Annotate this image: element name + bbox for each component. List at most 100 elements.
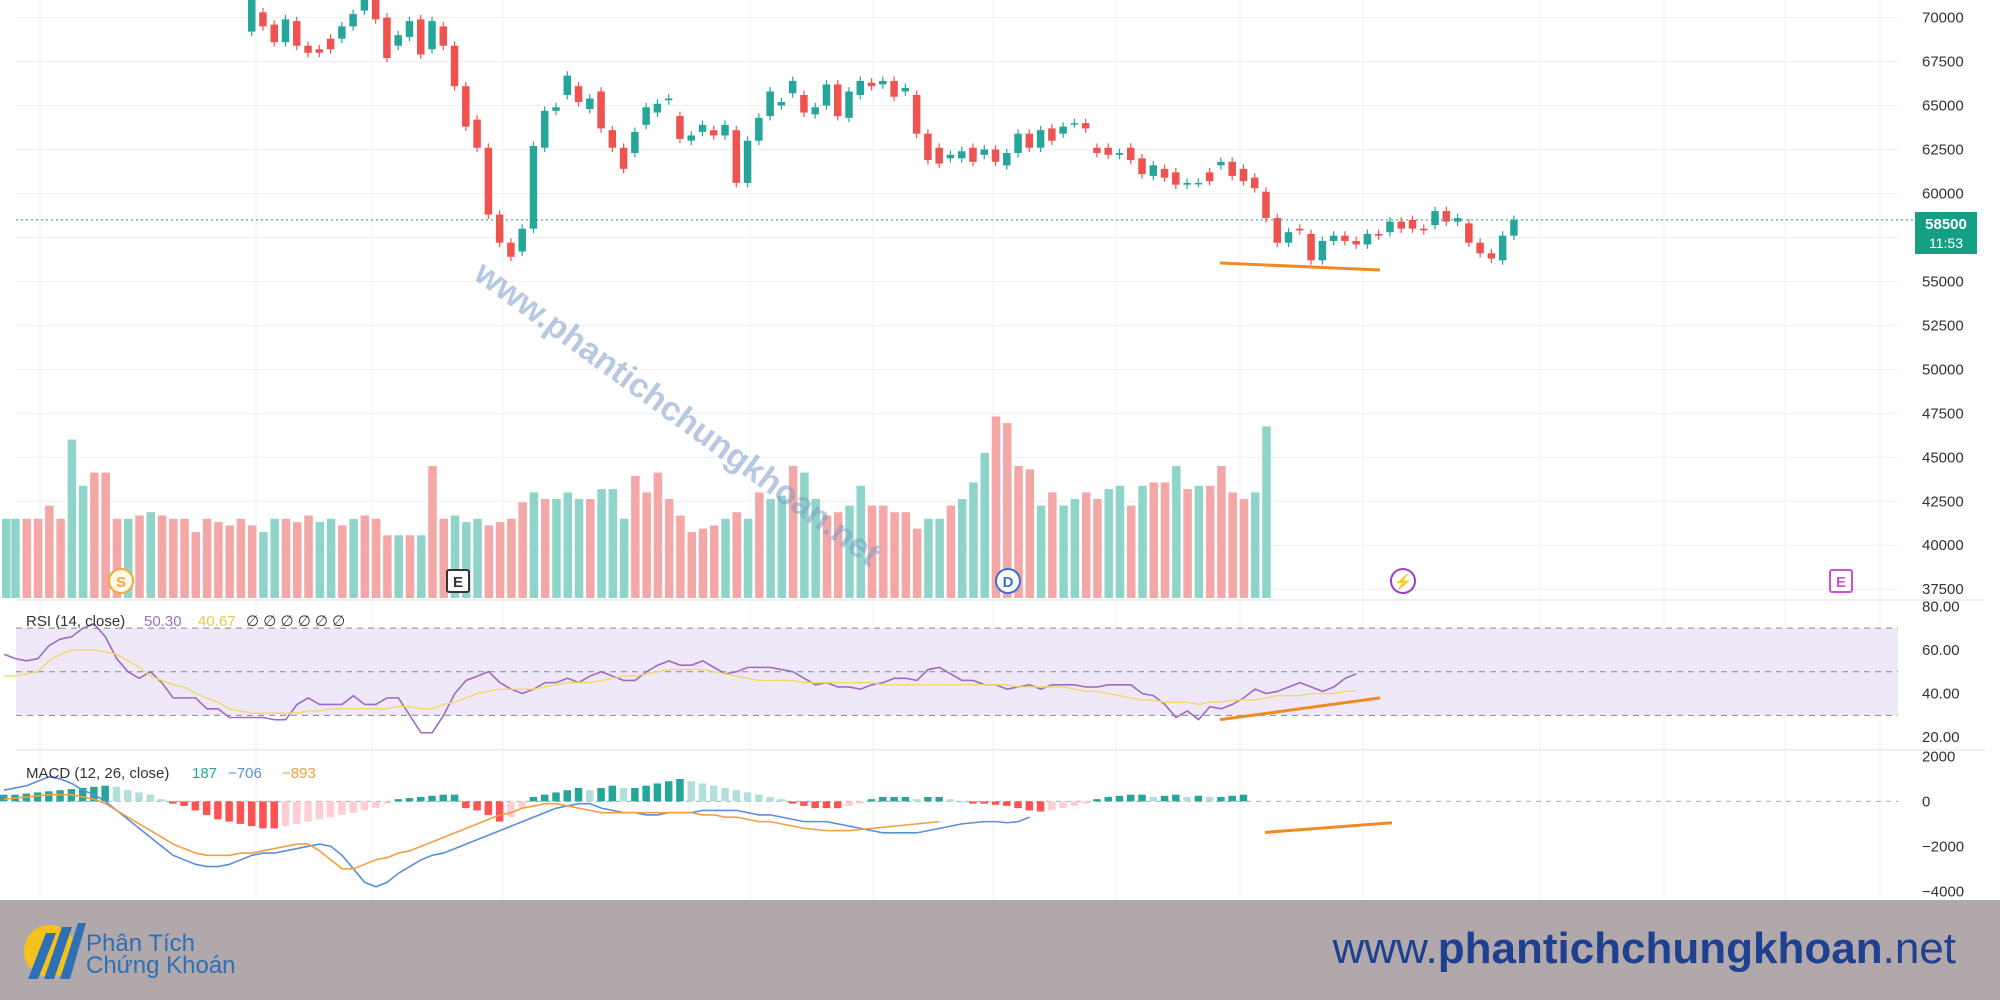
volume-bar bbox=[1081, 492, 1091, 598]
volume-bar bbox=[574, 499, 584, 598]
macd-histogram-bar bbox=[1014, 801, 1022, 809]
candle-body bbox=[1307, 233, 1315, 261]
price-tick-label: 47500 bbox=[1922, 405, 1964, 422]
volume-bar bbox=[1160, 482, 1170, 598]
macd-histogram-bar bbox=[293, 801, 301, 824]
candle-body bbox=[1510, 219, 1518, 236]
volume-bar bbox=[631, 475, 640, 598]
candle-body bbox=[833, 84, 842, 117]
candle-body bbox=[946, 154, 955, 159]
macd-legend[interactable]: MACD (12, 26, close) 187 −706 −893 bbox=[26, 765, 316, 782]
candle-body bbox=[518, 228, 526, 252]
rsi-divergence-line bbox=[1219, 696, 1381, 722]
macd-histogram-bar bbox=[788, 801, 797, 804]
macd-histogram-bar bbox=[484, 801, 493, 815]
rsi-ma-line bbox=[4, 649, 1357, 714]
candle-body bbox=[1059, 126, 1067, 134]
candle-body bbox=[1431, 211, 1439, 226]
site-url[interactable]: www.phantichchungkhoan.net bbox=[1333, 924, 1956, 974]
volume-bar bbox=[991, 416, 1001, 598]
candle-body bbox=[293, 21, 301, 46]
event-marker-label: ⚡ bbox=[1394, 573, 1413, 591]
volume-bar bbox=[473, 518, 482, 598]
macd-signal-value: −706 bbox=[228, 765, 262, 782]
rsi-legend[interactable]: RSI (14, close) 50.30 40.67 ∅ ∅ ∅ ∅ ∅ ∅ bbox=[26, 613, 345, 630]
candle-body bbox=[755, 117, 763, 141]
candle-body bbox=[416, 19, 425, 55]
stock-chart[interactable]: 7000067500650006250060000575005500052500… bbox=[0, 0, 2000, 900]
volume-bar bbox=[1104, 489, 1113, 598]
volume-bar bbox=[676, 515, 685, 598]
candle-body bbox=[507, 242, 515, 257]
candle-body bbox=[1374, 233, 1383, 236]
candle-body bbox=[1048, 128, 1056, 141]
macd-histogram-bar bbox=[135, 792, 143, 802]
candle-body bbox=[1239, 168, 1248, 182]
candle-body bbox=[1408, 219, 1417, 229]
volume-bar bbox=[293, 522, 302, 598]
logo-text: Phân Tích Chứng Khoán bbox=[86, 932, 236, 978]
macd-histogram-bar bbox=[405, 798, 414, 802]
candle-body bbox=[529, 145, 538, 229]
last-price-badge bbox=[1915, 212, 1977, 254]
macd-histogram-bar bbox=[574, 787, 583, 802]
macd-histogram-bar bbox=[935, 796, 943, 802]
volume-bar bbox=[45, 505, 54, 598]
macd-histogram-bar bbox=[1183, 796, 1191, 802]
candle-body bbox=[1127, 147, 1135, 161]
volume-bar bbox=[191, 532, 201, 598]
macd-hist-value: −893 bbox=[282, 765, 316, 782]
candle-body bbox=[1093, 147, 1101, 154]
macd-histogram-bar bbox=[394, 799, 402, 802]
event-markers[interactable]: S E D ⚡ E bbox=[108, 568, 1853, 594]
candle-body bbox=[1160, 168, 1169, 178]
macd-histogram-bar bbox=[586, 790, 594, 802]
volume-bar bbox=[755, 492, 764, 598]
macd-histogram-bar bbox=[371, 801, 380, 809]
candle-body bbox=[631, 131, 639, 154]
candle-body bbox=[800, 94, 808, 113]
volume-bar bbox=[924, 518, 933, 598]
volume-bar bbox=[867, 505, 877, 598]
macd-histogram-bar bbox=[597, 787, 605, 802]
macd-histogram-bar bbox=[1093, 799, 1101, 802]
rsi-label: RSI (14, close) bbox=[26, 613, 125, 630]
macd-histogram-bar bbox=[101, 785, 109, 802]
volume-bar bbox=[653, 472, 663, 598]
rsi-pane[interactable]: 80.00 60.00 40.00 20.00 bbox=[3, 598, 1960, 746]
candle-body bbox=[304, 45, 312, 53]
volume-bar bbox=[1138, 485, 1147, 598]
macd-histogram-bar bbox=[259, 801, 267, 829]
macd-histogram-bar bbox=[191, 801, 200, 811]
price-tick-label: 67500 bbox=[1922, 54, 1964, 71]
macd-histogram-bar bbox=[755, 794, 763, 802]
macd-histogram-bar bbox=[1127, 794, 1135, 802]
macd-histogram-bar bbox=[664, 781, 673, 802]
volume-bar bbox=[450, 515, 460, 598]
candle-body bbox=[788, 80, 797, 94]
candle-body bbox=[1476, 242, 1484, 254]
volume-bar bbox=[338, 525, 347, 598]
candle-body bbox=[1003, 153, 1011, 166]
candle-body bbox=[1363, 233, 1372, 245]
candle-body bbox=[349, 14, 357, 27]
macd-pane[interactable]: 2000 0 −2000 −4000 bbox=[0, 748, 1964, 900]
candle-body bbox=[1465, 223, 1473, 243]
macd-histogram-bar bbox=[1003, 801, 1011, 806]
volume-bar bbox=[1070, 499, 1080, 598]
candle-body bbox=[1352, 240, 1360, 245]
macd-label: MACD (12, 26, close) bbox=[26, 765, 169, 782]
macd-histogram-bar bbox=[0, 794, 8, 802]
candle-body bbox=[270, 24, 278, 43]
volume-bar bbox=[1250, 492, 1260, 598]
candle-body bbox=[1228, 161, 1236, 176]
candle-body bbox=[563, 75, 571, 95]
macd-histogram-bar bbox=[56, 790, 64, 802]
site-url-suffix: .net bbox=[1882, 924, 1956, 973]
volume-bar bbox=[552, 499, 561, 598]
price-axis[interactable]: 7000067500650006250060000575005500052500… bbox=[1922, 10, 1964, 599]
candle-body bbox=[1318, 240, 1327, 261]
macd-histogram-bar bbox=[777, 799, 786, 802]
macd-histogram-bar bbox=[1172, 794, 1180, 802]
volume-bar bbox=[326, 518, 336, 598]
